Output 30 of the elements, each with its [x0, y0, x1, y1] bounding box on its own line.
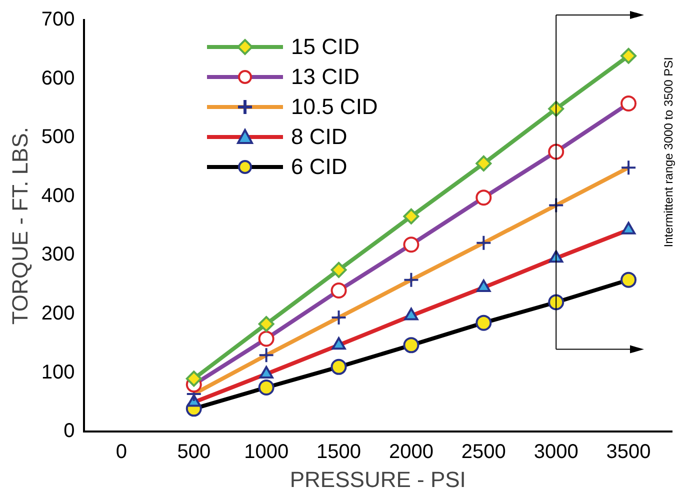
legend-label: 10.5 CID [291, 93, 378, 121]
x-axis-title: PRESSURE - PSI [290, 466, 466, 492]
x-tick-label: 2000 [388, 441, 434, 464]
x-tick-label: 0 [116, 441, 127, 464]
y-tick-label: 600 [41, 67, 75, 90]
y-tick-label: 200 [41, 302, 75, 325]
y-axis-title: TORQUE - FT. LBS. [7, 126, 32, 325]
y-tick-label: 300 [41, 244, 75, 266]
legend-label: 15 CID [291, 33, 360, 61]
point [258, 316, 274, 332]
point [186, 370, 202, 387]
y-tick-label: 700 [41, 8, 75, 31]
legend-label: 8 CID [291, 123, 348, 151]
x-tick-label: 2500 [461, 441, 506, 464]
point [330, 262, 347, 278]
x-tick-label: 1000 [244, 441, 289, 464]
legend-label: 13 CID [291, 63, 360, 91]
point [403, 208, 420, 224]
x-tick-label: 3000 [534, 441, 578, 464]
point [620, 48, 637, 64]
annotation: Intermittent range 3000 to 3500 PSI [661, 57, 676, 248]
y-tick-label: 0 [64, 420, 75, 442]
y-tick-label: 400 [41, 184, 75, 207]
x-tick-label: 3500 [606, 441, 651, 464]
x-tick-label: 500 [177, 441, 211, 464]
y-tick-label: 500 [41, 126, 75, 148]
x-tick-label: 1500 [316, 441, 362, 464]
point [476, 155, 492, 172]
y-tick-label: 100 [41, 361, 75, 384]
legend-label: 6 CID [291, 153, 348, 181]
